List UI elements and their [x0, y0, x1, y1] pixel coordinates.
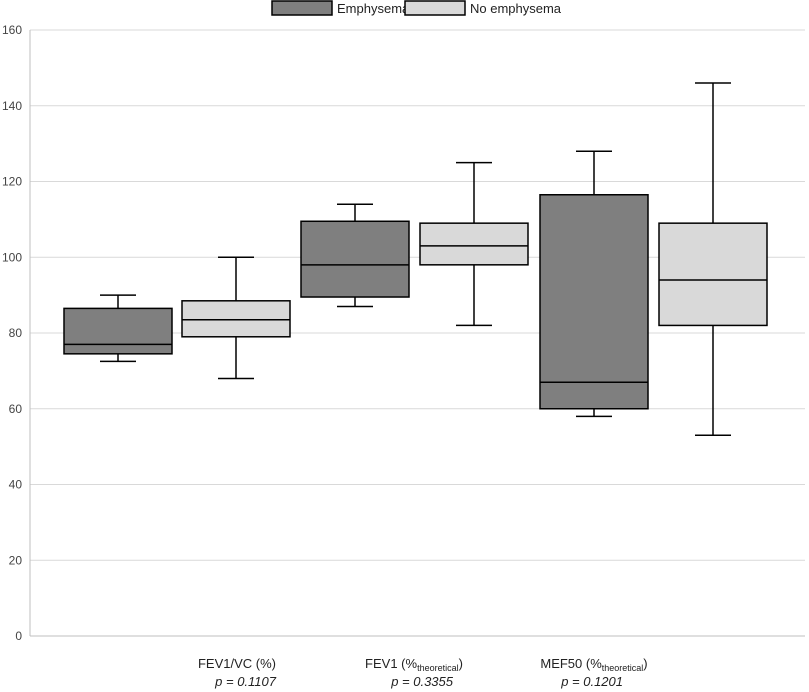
- legend-label-no-emphysema: No emphysema: [470, 1, 562, 16]
- p-value-fev1-vc: p = 0.1107: [214, 674, 277, 689]
- legend-label-emphysema: Emphysema: [337, 1, 410, 16]
- legend: Emphysema No emphysema: [271, 0, 562, 16]
- box-plots: [63, 82, 768, 437]
- y-tick-label-140: 140: [2, 99, 22, 113]
- box-iqr: [63, 307, 173, 355]
- legend-swatch-no-emphysema: [404, 0, 466, 16]
- y-tick-label-60: 60: [9, 402, 23, 416]
- boxplot-cat2-emphysema: [300, 203, 410, 308]
- p-value-fev1: p = 0.3355: [390, 674, 454, 689]
- box-iqr: [539, 194, 649, 410]
- boxplot-cat1-no-emphysema: [181, 256, 291, 380]
- boxplot-cat3-no-emphysema: [658, 82, 768, 437]
- legend-swatch-emphysema: [271, 0, 333, 16]
- y-tick-label-120: 120: [2, 175, 22, 189]
- y-tick-label-40: 40: [9, 478, 23, 492]
- y-tick-label-0: 0: [15, 629, 22, 643]
- boxplot-cat3-emphysema: [539, 150, 649, 418]
- box-iqr: [658, 222, 768, 327]
- category-label-fev1-vc: FEV1/VC (%): [198, 656, 276, 671]
- box-iqr: [300, 220, 410, 298]
- category-labels: FEV1/VC (%) p = 0.1107 FEV1 (%theoretica…: [198, 656, 648, 689]
- y-tick-label-80: 80: [9, 326, 23, 340]
- box-iqr: [181, 300, 291, 338]
- box-iqr: [419, 222, 529, 266]
- p-value-mef50: p = 0.1201: [560, 674, 623, 689]
- category-label-mef50: MEF50 (%theoretical): [540, 656, 647, 673]
- y-axis: 0 20 40 60 80 100 120 140 160: [2, 23, 31, 643]
- y-tick-label-20: 20: [9, 553, 23, 567]
- category-label-fev1: FEV1 (%theoretical): [365, 656, 463, 673]
- boxplot-cat1-emphysema: [63, 294, 173, 363]
- y-tick-label-100: 100: [2, 250, 22, 264]
- boxplot-cat2-no-emphysema: [419, 161, 529, 327]
- y-tick-label-160: 160: [2, 23, 22, 37]
